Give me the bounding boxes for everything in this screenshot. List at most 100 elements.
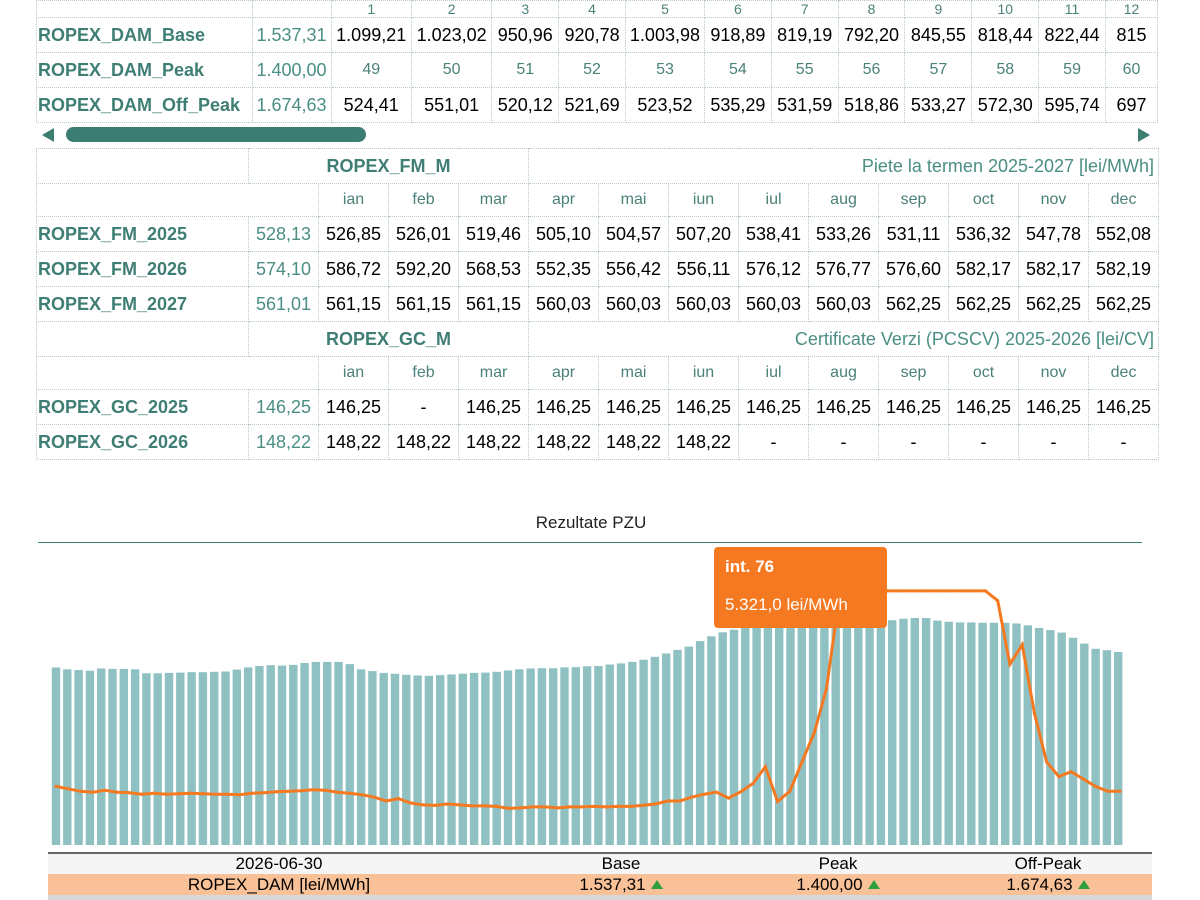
price-point[interactable] [335, 790, 339, 794]
price-point[interactable] [519, 806, 523, 810]
chart-bar[interactable] [1023, 625, 1032, 845]
price-point[interactable] [176, 792, 180, 796]
price-point[interactable] [653, 802, 657, 806]
price-point[interactable] [678, 799, 682, 803]
chart-bar[interactable] [628, 661, 637, 845]
price-point[interactable] [494, 804, 498, 809]
chart-bar[interactable] [447, 674, 456, 845]
price-point[interactable] [922, 589, 926, 593]
price-point[interactable] [555, 806, 560, 810]
chart-bar[interactable] [921, 618, 931, 845]
chart-bar[interactable] [526, 668, 535, 846]
price-point[interactable] [531, 805, 535, 809]
price-point[interactable] [286, 789, 290, 793]
chart-bar[interactable] [775, 625, 784, 845]
chart-bar[interactable] [390, 673, 400, 845]
price-point[interactable] [1057, 775, 1061, 779]
chart-bar[interactable] [989, 622, 999, 845]
chart-bar[interactable] [842, 625, 852, 845]
price-point[interactable] [347, 791, 352, 795]
price-point[interactable] [1118, 789, 1122, 793]
price-point[interactable] [996, 599, 1000, 603]
chart-bar[interactable] [955, 622, 965, 845]
price-point[interactable] [1069, 770, 1073, 774]
chart-bar[interactable] [142, 673, 151, 845]
chart-bar[interactable] [741, 627, 750, 846]
price-point[interactable] [727, 796, 731, 800]
chart-bar[interactable] [63, 669, 72, 845]
chart-bar[interactable] [1114, 652, 1123, 845]
chart-bar[interactable] [413, 675, 422, 846]
chart-bar[interactable] [255, 666, 264, 845]
scrollbar-thumb[interactable] [66, 127, 366, 142]
price-point[interactable] [714, 790, 719, 794]
price-point[interactable] [396, 797, 400, 801]
price-point[interactable] [78, 789, 83, 793]
price-point[interactable] [788, 789, 792, 793]
scroll-right-icon[interactable] [1138, 128, 1150, 142]
price-point[interactable] [1008, 662, 1012, 666]
chart-bar[interactable] [1080, 643, 1089, 845]
price-point[interactable] [115, 790, 119, 794]
chart-bar[interactable] [560, 667, 569, 845]
chart-bar[interactable] [899, 618, 908, 845]
chart-bar[interactable] [594, 666, 603, 845]
price-point[interactable] [983, 589, 988, 593]
price-point[interactable] [959, 589, 963, 593]
chart-bar[interactable] [1012, 623, 1021, 846]
price-point[interactable] [482, 804, 486, 808]
chart-bar[interactable] [707, 636, 716, 845]
chart-bar[interactable] [356, 669, 366, 845]
chart-bar[interactable] [469, 672, 479, 845]
price-point[interactable] [506, 806, 511, 811]
price-point[interactable] [1045, 760, 1049, 764]
chart-bar[interactable] [74, 670, 83, 845]
price-point[interactable] [971, 589, 975, 593]
chart-bar[interactable] [662, 653, 671, 846]
chart-bar[interactable] [1001, 622, 1010, 845]
price-point[interactable] [409, 801, 413, 805]
price-point[interactable] [360, 793, 364, 797]
chart-bar[interactable] [820, 625, 829, 845]
price-point[interactable] [1081, 777, 1085, 781]
chart-bar[interactable] [289, 664, 298, 845]
chart-bar[interactable] [266, 665, 275, 845]
chart-bar[interactable] [345, 664, 354, 845]
chart-bar[interactable] [582, 666, 592, 845]
price-point[interactable] [311, 788, 315, 792]
price-point[interactable] [66, 787, 70, 791]
chart-bar[interactable] [786, 625, 795, 845]
chart-bar[interactable] [51, 667, 61, 845]
price-point[interactable] [1020, 643, 1024, 647]
price-point[interactable] [213, 792, 217, 796]
chart-bar[interactable] [176, 672, 185, 845]
chart-bar[interactable] [334, 661, 343, 845]
price-point[interactable] [824, 687, 829, 691]
chart-bar[interactable] [650, 656, 660, 845]
price-point[interactable] [739, 790, 743, 794]
price-point[interactable] [470, 804, 474, 808]
price-point[interactable] [665, 799, 670, 803]
price-point[interactable] [800, 760, 804, 764]
chart-bar[interactable] [944, 621, 953, 845]
price-point[interactable] [812, 731, 816, 735]
chart-bar[interactable] [243, 667, 253, 845]
chart-bar[interactable] [888, 620, 897, 845]
chart-bar[interactable] [1057, 632, 1066, 845]
chart-bar[interactable] [311, 661, 321, 845]
chart-bar[interactable] [1046, 630, 1055, 845]
chart-bar[interactable] [323, 661, 332, 845]
price-point[interactable] [445, 802, 449, 806]
chart-bar[interactable] [639, 659, 648, 845]
chart-bar[interactable] [379, 672, 388, 845]
chart-bar[interactable] [85, 670, 95, 845]
chart-bar[interactable] [910, 618, 919, 845]
price-point[interactable] [299, 789, 303, 793]
price-point[interactable] [384, 799, 388, 803]
price-point[interactable] [262, 791, 266, 795]
price-point[interactable] [1106, 789, 1110, 793]
price-point[interactable] [702, 792, 706, 796]
chart-bar[interactable] [97, 668, 106, 846]
price-point[interactable] [372, 795, 376, 799]
price-point[interactable] [237, 793, 242, 797]
